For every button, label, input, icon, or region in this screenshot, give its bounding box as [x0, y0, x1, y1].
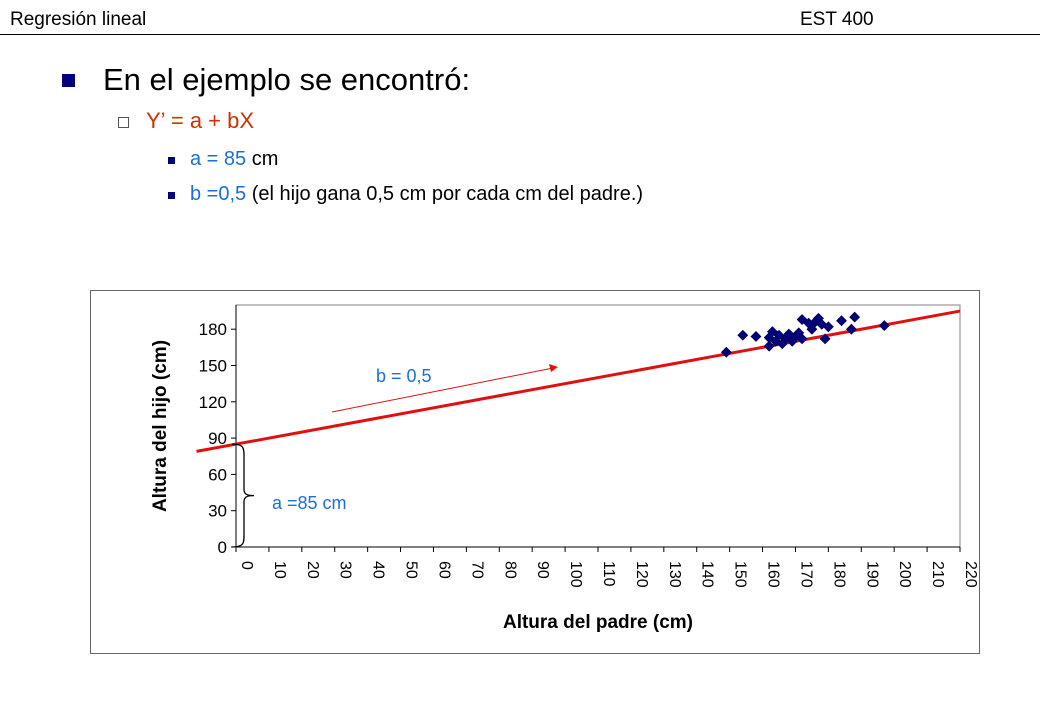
data-point	[819, 333, 831, 345]
y-tick-label: 180	[199, 320, 227, 339]
slide-title: Regresión lineal	[10, 9, 147, 30]
x-tick-label: 170	[797, 561, 814, 588]
bullet-small-square-icon	[168, 157, 175, 164]
y-tick-label: 90	[208, 429, 227, 448]
x-tick-label: 60	[435, 561, 452, 579]
y-tick-label: 0	[218, 538, 227, 557]
x-tick-label: 180	[830, 561, 847, 588]
data-point	[750, 331, 762, 342]
slide-header: Regresión lineal EST 400	[0, 0, 1040, 35]
slope-explanation: (el hijo gana 0,5 cm por cada cm del pad…	[246, 183, 644, 205]
data-point	[796, 333, 808, 345]
x-tick-label: 130	[666, 561, 683, 588]
slope-value: b =0,5	[190, 183, 247, 205]
arrow-head-icon	[549, 364, 558, 372]
x-tick-label: 220	[962, 561, 979, 588]
data-point	[836, 315, 847, 327]
equation-text: Y’ = a + bX	[146, 108, 255, 133]
x-tick-label: 90	[534, 561, 551, 579]
bullet-hollow-square-icon	[118, 117, 129, 128]
y-tick-label: 120	[199, 393, 227, 412]
x-tick-label: 120	[633, 561, 650, 588]
x-tick-label: 140	[699, 561, 716, 588]
data-point	[806, 323, 818, 335]
data-point	[849, 311, 861, 323]
chart-frame	[90, 290, 980, 654]
intercept-brace	[231, 443, 255, 548]
x-tick-label: 70	[468, 561, 485, 579]
intercept-line: a = 85 cm	[190, 148, 278, 171]
y-tick-label: 30	[208, 502, 227, 521]
regression-line	[196, 309, 961, 453]
course-code: EST 400	[800, 9, 874, 30]
x-tick-label: 0	[238, 561, 255, 570]
y-tick-label: 150	[199, 357, 227, 376]
intercept-unit: cm	[246, 148, 279, 170]
data-point	[845, 323, 857, 335]
data-point	[763, 340, 775, 352]
x-tick-label: 110	[600, 561, 617, 587]
x-tick-label: 190	[863, 561, 880, 588]
data-point	[737, 329, 749, 341]
slope-arrow	[331, 367, 554, 413]
x-tick-label: 100	[567, 561, 584, 588]
slope-line: b =0,5 (el hijo gana 0,5 cm por cada cm …	[190, 183, 643, 206]
bullet-heading: En el ejemplo se encontró:	[103, 62, 471, 97]
data-point	[720, 346, 732, 358]
x-tick-label: 10	[271, 561, 288, 579]
slope-annotation: b = 0,5	[376, 366, 432, 386]
y-axis-title: Altura del hijo (cm)	[150, 340, 171, 512]
intercept-value: a = 85	[190, 148, 247, 170]
x-tick-label: 40	[370, 561, 387, 579]
bullet-small-square-icon	[168, 192, 175, 199]
x-tick-label: 150	[732, 561, 749, 588]
x-tick-label: 210	[929, 561, 946, 588]
x-tick-label: 80	[501, 561, 518, 579]
x-tick-label: 160	[765, 561, 782, 588]
intercept-annotation: a =85 cm	[272, 493, 347, 513]
x-tick-label: 20	[304, 561, 321, 579]
x-tick-label: 50	[403, 561, 420, 579]
data-point	[878, 320, 890, 331]
x-tick-label: 30	[337, 561, 354, 579]
bullet-square-icon	[62, 74, 75, 87]
x-axis-title: Altura del padre (cm)	[503, 612, 693, 633]
x-tick-label: 200	[896, 561, 913, 588]
data-point	[822, 321, 834, 333]
y-tick-label: 60	[208, 465, 227, 484]
